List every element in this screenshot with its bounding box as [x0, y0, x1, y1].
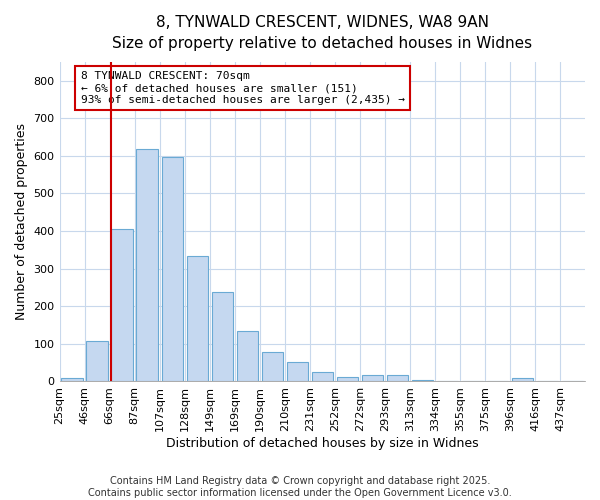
Y-axis label: Number of detached properties: Number of detached properties — [15, 123, 28, 320]
Bar — [187, 256, 208, 382]
Title: 8, TYNWALD CRESCENT, WIDNES, WA8 9AN
Size of property relative to detached house: 8, TYNWALD CRESCENT, WIDNES, WA8 9AN Siz… — [112, 15, 532, 51]
Bar — [136, 149, 158, 382]
Bar — [311, 372, 333, 382]
Bar — [512, 378, 533, 382]
Bar — [412, 380, 433, 382]
Bar — [362, 376, 383, 382]
Bar — [337, 377, 358, 382]
Bar — [262, 352, 283, 382]
Bar — [61, 378, 83, 382]
Text: Contains HM Land Registry data © Crown copyright and database right 2025.
Contai: Contains HM Land Registry data © Crown c… — [88, 476, 512, 498]
Bar — [86, 341, 108, 382]
X-axis label: Distribution of detached houses by size in Widnes: Distribution of detached houses by size … — [166, 437, 479, 450]
Bar — [212, 292, 233, 382]
Bar — [387, 376, 408, 382]
Bar — [236, 330, 258, 382]
Text: 8 TYNWALD CRESCENT: 70sqm
← 6% of detached houses are smaller (151)
93% of semi-: 8 TYNWALD CRESCENT: 70sqm ← 6% of detach… — [80, 72, 404, 104]
Bar — [112, 229, 133, 382]
Bar — [161, 157, 183, 382]
Bar — [287, 362, 308, 382]
